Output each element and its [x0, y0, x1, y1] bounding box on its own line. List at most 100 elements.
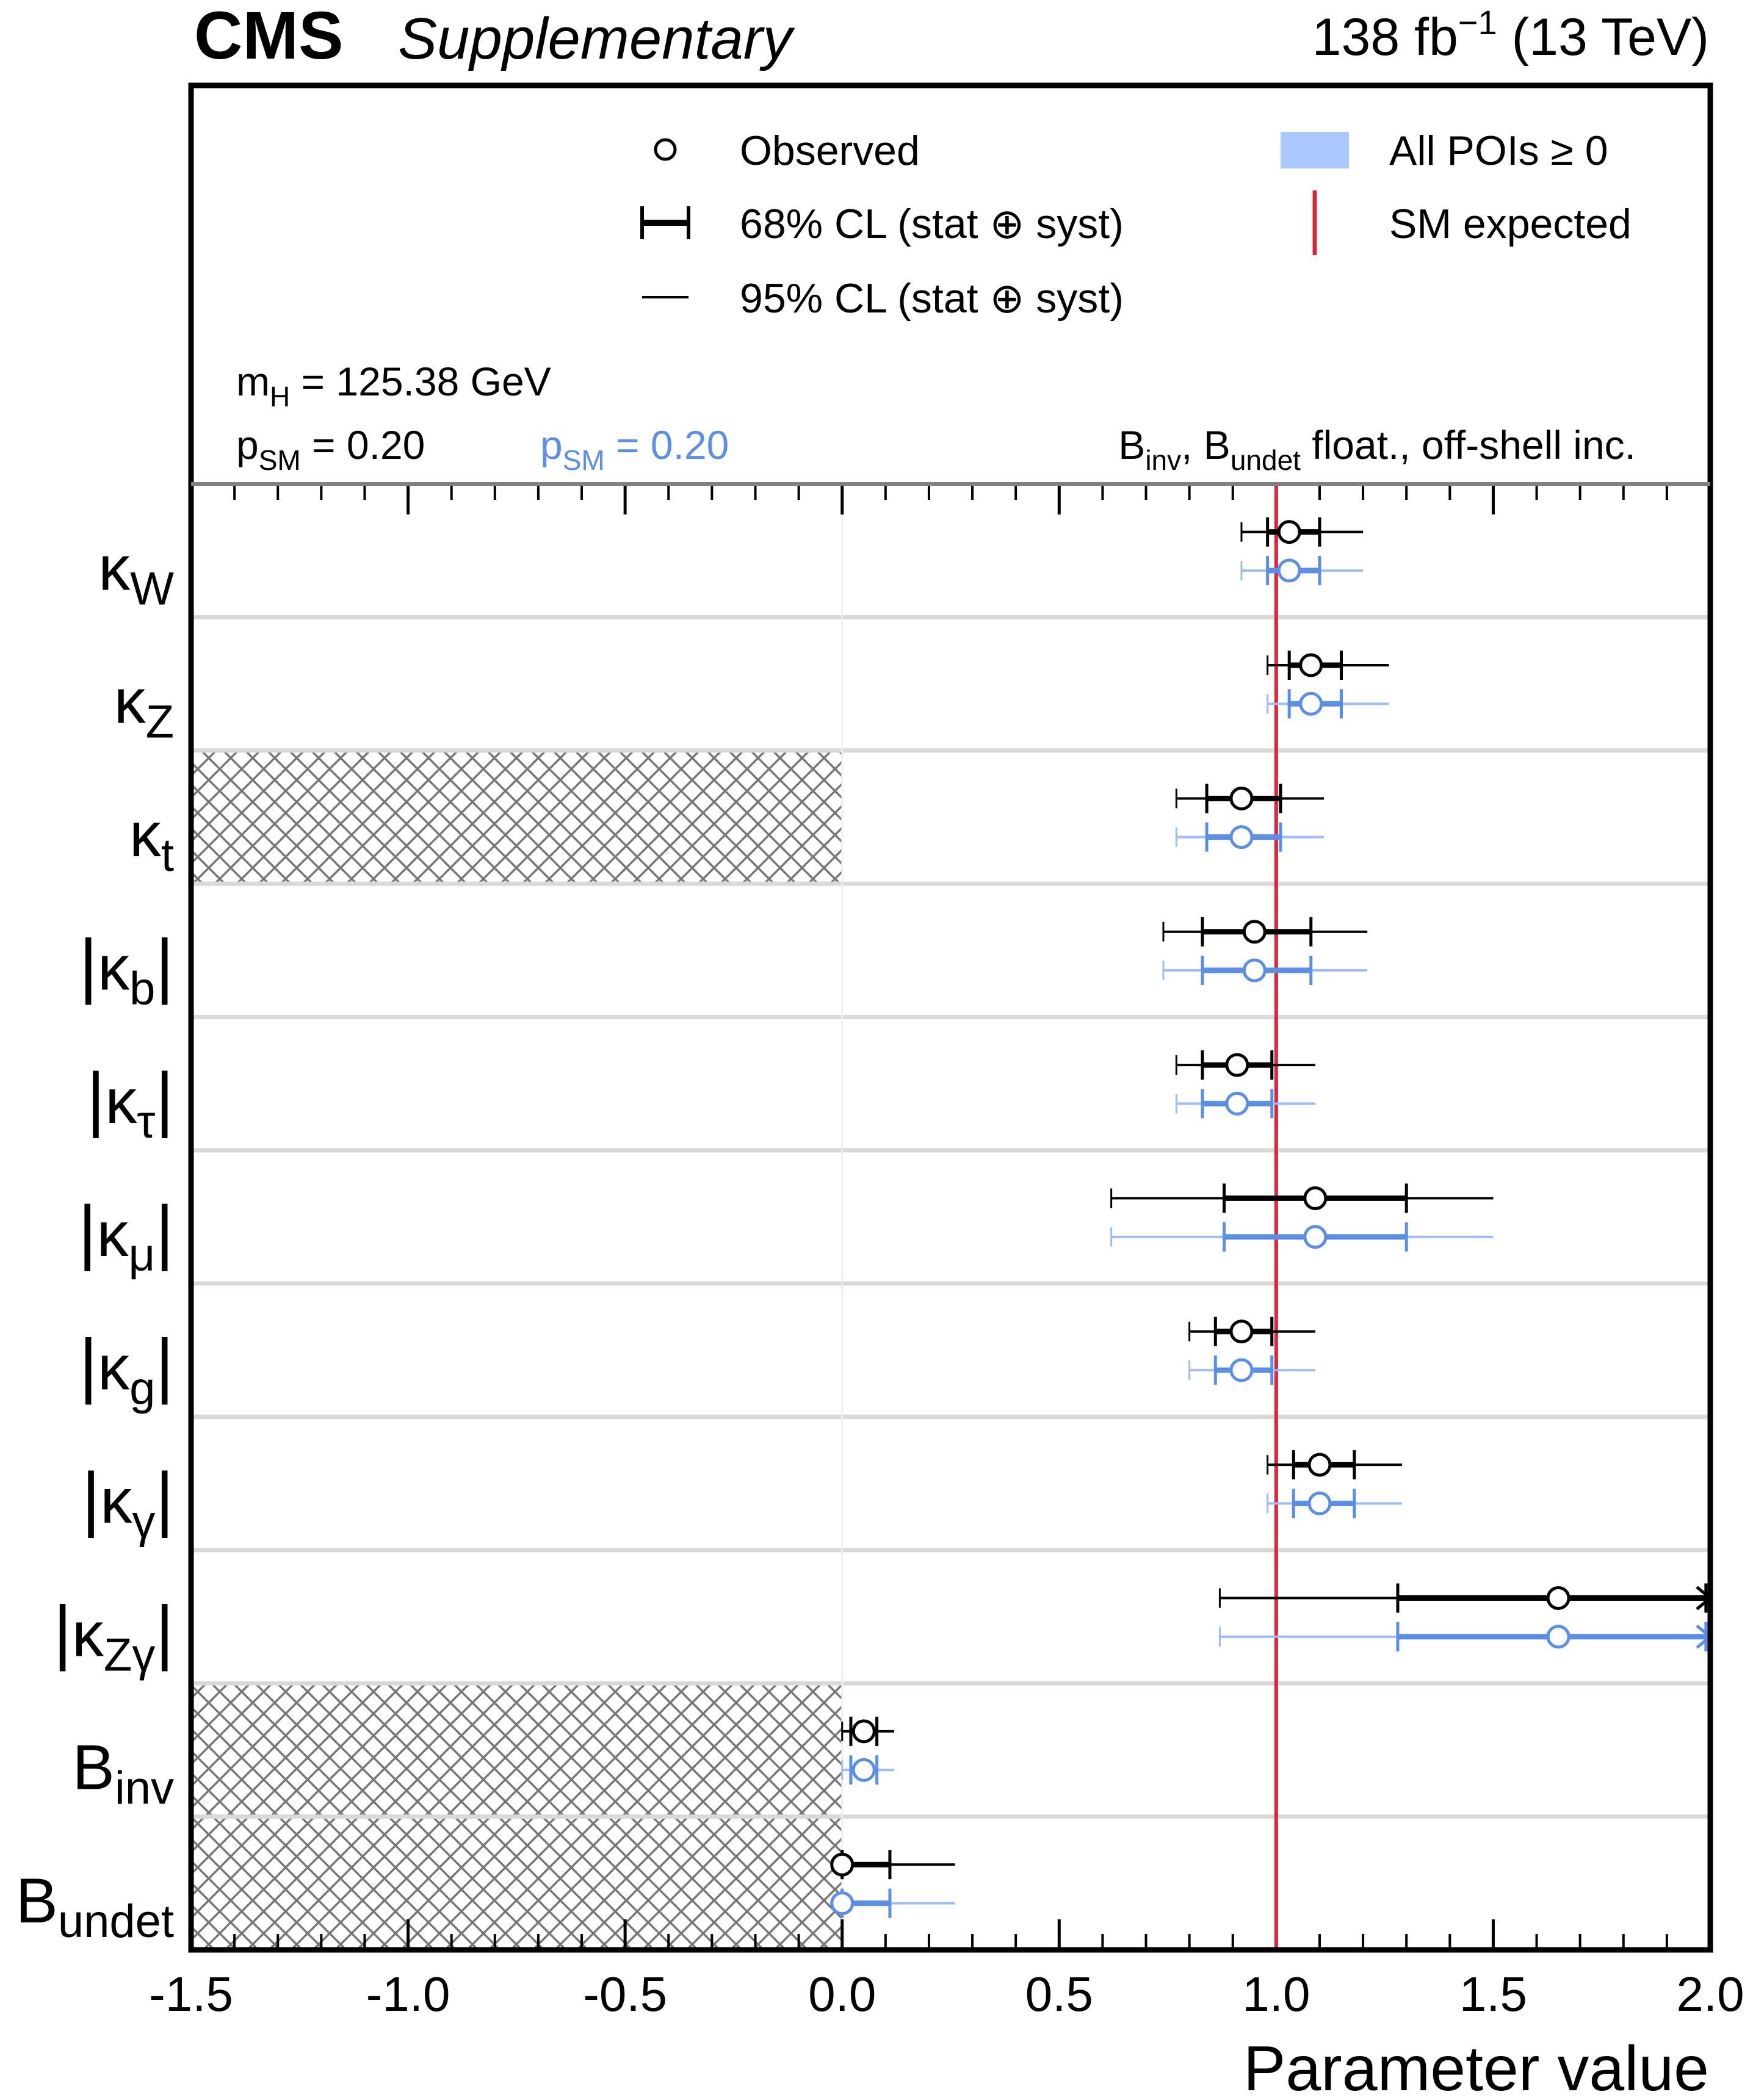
abs-bar: | — [79, 1325, 98, 1405]
row-separators — [191, 615, 1710, 1819]
parameter-subscript: Z — [146, 696, 174, 748]
abs-bar: | — [78, 1191, 97, 1272]
legend-cl68: 68% CL (stat ⊕ syst) — [740, 201, 1124, 247]
all-pois-positive-point — [1546, 1625, 1570, 1649]
abs-bar: | — [82, 1458, 101, 1539]
abs-bar: | — [155, 1325, 174, 1405]
mh-main: m — [236, 359, 270, 404]
parameter-label: |κb| — [79, 925, 174, 1014]
parameter-symbol: κ — [129, 799, 162, 870]
parameter-label: |κg| — [79, 1325, 174, 1415]
psm-label-blue: pSM = 0.20 — [540, 422, 729, 476]
mh-sub: H — [270, 381, 290, 413]
observed-point — [1299, 653, 1323, 677]
observed-point — [1307, 1452, 1332, 1477]
excluded-region — [191, 1683, 842, 1817]
parameter-label: κZ — [114, 666, 174, 748]
legend-band-swatch — [1281, 132, 1349, 168]
all-pois-positive-point — [1229, 1358, 1254, 1382]
binv-main: B — [1118, 422, 1145, 467]
abs-bar: | — [87, 1058, 106, 1139]
parameter-subscript: t — [161, 829, 174, 881]
excluded-region — [191, 750, 842, 884]
lumi-exponent: −1 — [1458, 3, 1497, 41]
parameter-symbol: κ — [114, 666, 146, 737]
all-pois-positive-point — [851, 1758, 876, 1782]
annotations: mH = 125.38 GeV pSM = 0.20 pSM = 0.20 Bi… — [236, 359, 1636, 476]
parameter-label: |κτ| — [87, 1058, 174, 1148]
observed-point — [1229, 786, 1254, 810]
binv-sub: inv — [1145, 444, 1181, 476]
float-rest: float., off-shell inc. — [1301, 422, 1636, 467]
observed-point — [1229, 1319, 1254, 1344]
all-pois-positive-point — [1307, 1491, 1332, 1515]
parameter-subscript: Zγ — [104, 1629, 155, 1681]
legend-cl95: 95% CL (stat ⊕ syst) — [740, 275, 1124, 322]
parameter-subscript: inv — [115, 1763, 174, 1814]
parameter-label: |κμ| — [78, 1191, 174, 1281]
observed-point — [1277, 520, 1301, 544]
legend: Observed 68% CL (stat ⊕ syst) 95% CL (st… — [640, 128, 1632, 322]
binv-mid: , B — [1181, 422, 1231, 467]
psm-value: = 0.20 — [301, 422, 425, 467]
x-tick-label: 2.0 — [1676, 1967, 1744, 2021]
parameter-label: κt — [129, 799, 174, 881]
all-pois-positive-point — [1277, 558, 1301, 583]
x-tick-label: -1.0 — [366, 1967, 450, 2021]
all-pois-positive-point — [1242, 958, 1267, 983]
parameter-subscript: τ — [137, 1096, 155, 1148]
psm-label-black: pSM = 0.20 — [236, 422, 425, 476]
supplementary-label: Supplementary — [398, 6, 795, 71]
x-tick-label: 1.5 — [1459, 1967, 1527, 2021]
parameter-symbol: B — [72, 1733, 114, 1803]
parameter-label: |κZγ| — [53, 1591, 174, 1681]
x-tick-label: -0.5 — [583, 1967, 667, 2021]
parameter-subscript: μ — [129, 1229, 156, 1281]
observed-point — [830, 1852, 855, 1877]
parameter-symbol: κ — [98, 533, 131, 604]
x-axis-title: Parameter value — [1243, 2033, 1709, 2100]
legend-observed-marker — [654, 138, 677, 161]
all-pois-positive-point — [1303, 1225, 1328, 1249]
parameter-subscript: b — [129, 962, 155, 1014]
x-tick-label: 1.0 — [1242, 1967, 1310, 2021]
legend-sm-expected: SM expected — [1389, 201, 1632, 247]
all-pois-positive-point — [830, 1891, 855, 1916]
abs-bar: | — [53, 1591, 72, 1672]
mh-rest: = 125.38 GeV — [290, 359, 551, 404]
abs-bar: | — [155, 925, 174, 1005]
abs-bar: | — [79, 925, 98, 1005]
parameter-labels: κWκZκt|κb||κτ||κμ||κg||κγ||κZγ|BinvBunde… — [15, 533, 174, 1947]
observed-point — [1242, 920, 1267, 944]
legend-observed: Observed — [740, 128, 920, 174]
psm-blue-value: = 0.20 — [605, 422, 729, 467]
measurements — [830, 517, 1713, 1918]
parameter-symbol: κ — [97, 1199, 129, 1270]
energy-label: (13 TeV) — [1497, 8, 1709, 67]
abs-bar: | — [155, 1058, 174, 1139]
observed-point — [851, 1719, 876, 1744]
parameter-symbol: κ — [98, 933, 130, 1003]
excluded-regions — [191, 750, 842, 1950]
parameter-symbol: κ — [72, 1599, 104, 1670]
observed-point — [1546, 1586, 1570, 1611]
lumi-main: 138 fb — [1312, 8, 1458, 67]
x-tick-label: 0.0 — [808, 1967, 876, 2021]
all-pois-positive-point — [1225, 1091, 1249, 1116]
legend-all-pois: All POIs ≥ 0 — [1389, 128, 1608, 174]
plot-frame — [188, 82, 1713, 1953]
parameter-label: κW — [98, 533, 174, 615]
psm-blue-main: p — [540, 422, 563, 467]
excluded-region — [191, 1816, 842, 1950]
parameter-symbol: κ — [98, 1333, 130, 1404]
parameter-subscript: undet — [58, 1896, 174, 1947]
parameter-subscript: γ — [132, 1496, 155, 1548]
abs-bar: | — [155, 1191, 174, 1272]
psm-main: p — [236, 422, 259, 467]
parameter-symbol: κ — [105, 1066, 137, 1137]
observed-point — [1303, 1186, 1328, 1210]
all-pois-positive-point — [1299, 691, 1323, 716]
parameter-label: Bundet — [15, 1866, 174, 1947]
bundet-sub: undet — [1231, 444, 1301, 476]
parameter-subscript: g — [129, 1363, 155, 1415]
